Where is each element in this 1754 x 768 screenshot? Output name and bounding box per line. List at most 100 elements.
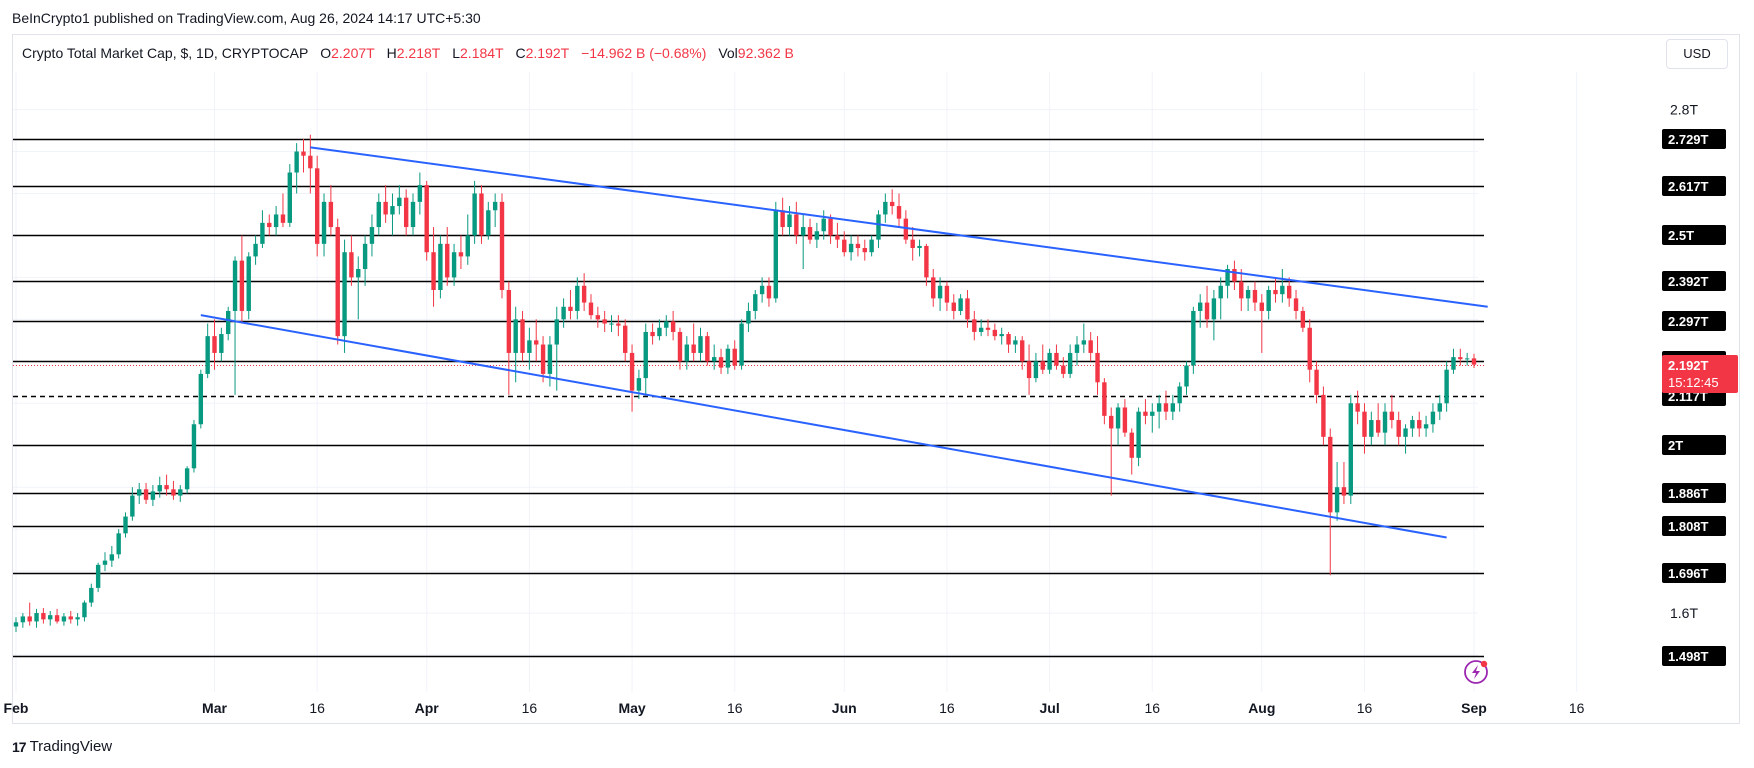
candle-up (636, 369, 642, 400)
candle-body (376, 201, 381, 228)
currency-button[interactable]: USD (1666, 39, 1728, 69)
symbol-description[interactable]: Crypto Total Market Cap, $, 1D, CRYPTOCA… (22, 45, 309, 61)
candle-body (157, 485, 162, 492)
candle-body (711, 357, 717, 362)
candle-down (1417, 411, 1422, 437)
upper-channel-line (310, 146, 1488, 308)
candle-body (513, 319, 518, 353)
candle-down (842, 231, 847, 257)
candle-down (794, 201, 799, 244)
level-label-box (1662, 271, 1726, 291)
candle-up (643, 323, 648, 395)
candle-body (965, 298, 970, 320)
candle-up (1211, 289, 1217, 341)
candle-down (1341, 462, 1347, 504)
chart-frame (12, 34, 1740, 724)
candle-body (116, 533, 121, 555)
x-axis-tick-label: Jun (832, 700, 857, 716)
candle-up (417, 172, 423, 215)
candle-body (725, 348, 731, 368)
candle-body (554, 319, 559, 345)
candle-up (1225, 264, 1230, 299)
candle-down (335, 218, 340, 345)
lightning-event-icon[interactable] (1464, 660, 1488, 684)
candle-body (1245, 289, 1251, 299)
candle-up (999, 327, 1004, 345)
candle-up (773, 201, 779, 303)
candle-body (842, 239, 847, 253)
candle-body (739, 323, 744, 366)
candle-down (855, 235, 861, 257)
candle-body (972, 319, 977, 332)
candle-body (1280, 285, 1285, 295)
candle-body (492, 201, 498, 211)
candle-body (383, 201, 388, 215)
candle-body (89, 587, 94, 603)
candle-body (650, 331, 655, 337)
candle-body (684, 344, 690, 362)
candle-up (1150, 403, 1155, 433)
tradingview-branding[interactable]: 17 TradingView (12, 738, 112, 755)
candle-up (869, 235, 874, 257)
candle-down (1286, 277, 1292, 307)
candle-up (787, 206, 792, 236)
candle-body (855, 243, 861, 249)
candle-body (390, 206, 395, 215)
candle-up (1403, 424, 1408, 454)
candle-down (1122, 399, 1128, 437)
y-axis-tick-label: 2.8T (1670, 102, 1698, 118)
candle-body (225, 310, 231, 335)
candle-body (746, 310, 751, 324)
candle-down (1163, 390, 1169, 421)
level-label-1.886T: 1.886T (1668, 486, 1709, 501)
candle-up (848, 235, 854, 261)
candle-down (1054, 344, 1059, 370)
candle-up (321, 193, 327, 257)
candle-up (1033, 352, 1039, 383)
candle-body (431, 252, 436, 290)
candle-up (178, 485, 183, 502)
candle-up (287, 164, 293, 228)
x-axis-tick-label: 16 (1357, 700, 1373, 716)
candle-up (1074, 336, 1080, 366)
candle-body (575, 285, 580, 311)
level-label-box (1662, 129, 1726, 149)
candle-up (438, 235, 443, 299)
candle-up (48, 610, 53, 626)
candle-body (164, 485, 169, 490)
candle-down (588, 294, 594, 320)
candle-up (1430, 403, 1436, 433)
candle-up (184, 466, 190, 494)
candle-body (253, 243, 258, 257)
candle-down (595, 306, 601, 328)
candle-body (985, 327, 991, 330)
candle-body (924, 245, 929, 278)
candle-body (1314, 369, 1319, 395)
candle-body (1211, 298, 1217, 320)
candle-body (438, 243, 443, 290)
candle-body (1341, 487, 1347, 496)
candle-body (787, 214, 792, 228)
candle-body (287, 172, 293, 223)
candle-up (492, 193, 498, 228)
candle-body (869, 239, 874, 253)
candle-body (848, 243, 854, 253)
candle-body (362, 243, 368, 270)
candle-down (1129, 428, 1134, 475)
candle-up (1047, 348, 1052, 374)
candle-body (561, 306, 566, 320)
candle-body (835, 235, 840, 240)
candle-down (1061, 357, 1066, 379)
candle-body (130, 495, 135, 517)
level-label-box (1662, 563, 1726, 583)
candle-body (664, 321, 669, 328)
candle-down (349, 235, 354, 286)
candle-up (246, 252, 251, 320)
candle-up (137, 482, 142, 504)
candle-down (27, 602, 32, 626)
candle-body (479, 193, 484, 236)
candle-down (732, 340, 737, 370)
candle-body (609, 323, 614, 325)
candle-body (862, 248, 867, 253)
